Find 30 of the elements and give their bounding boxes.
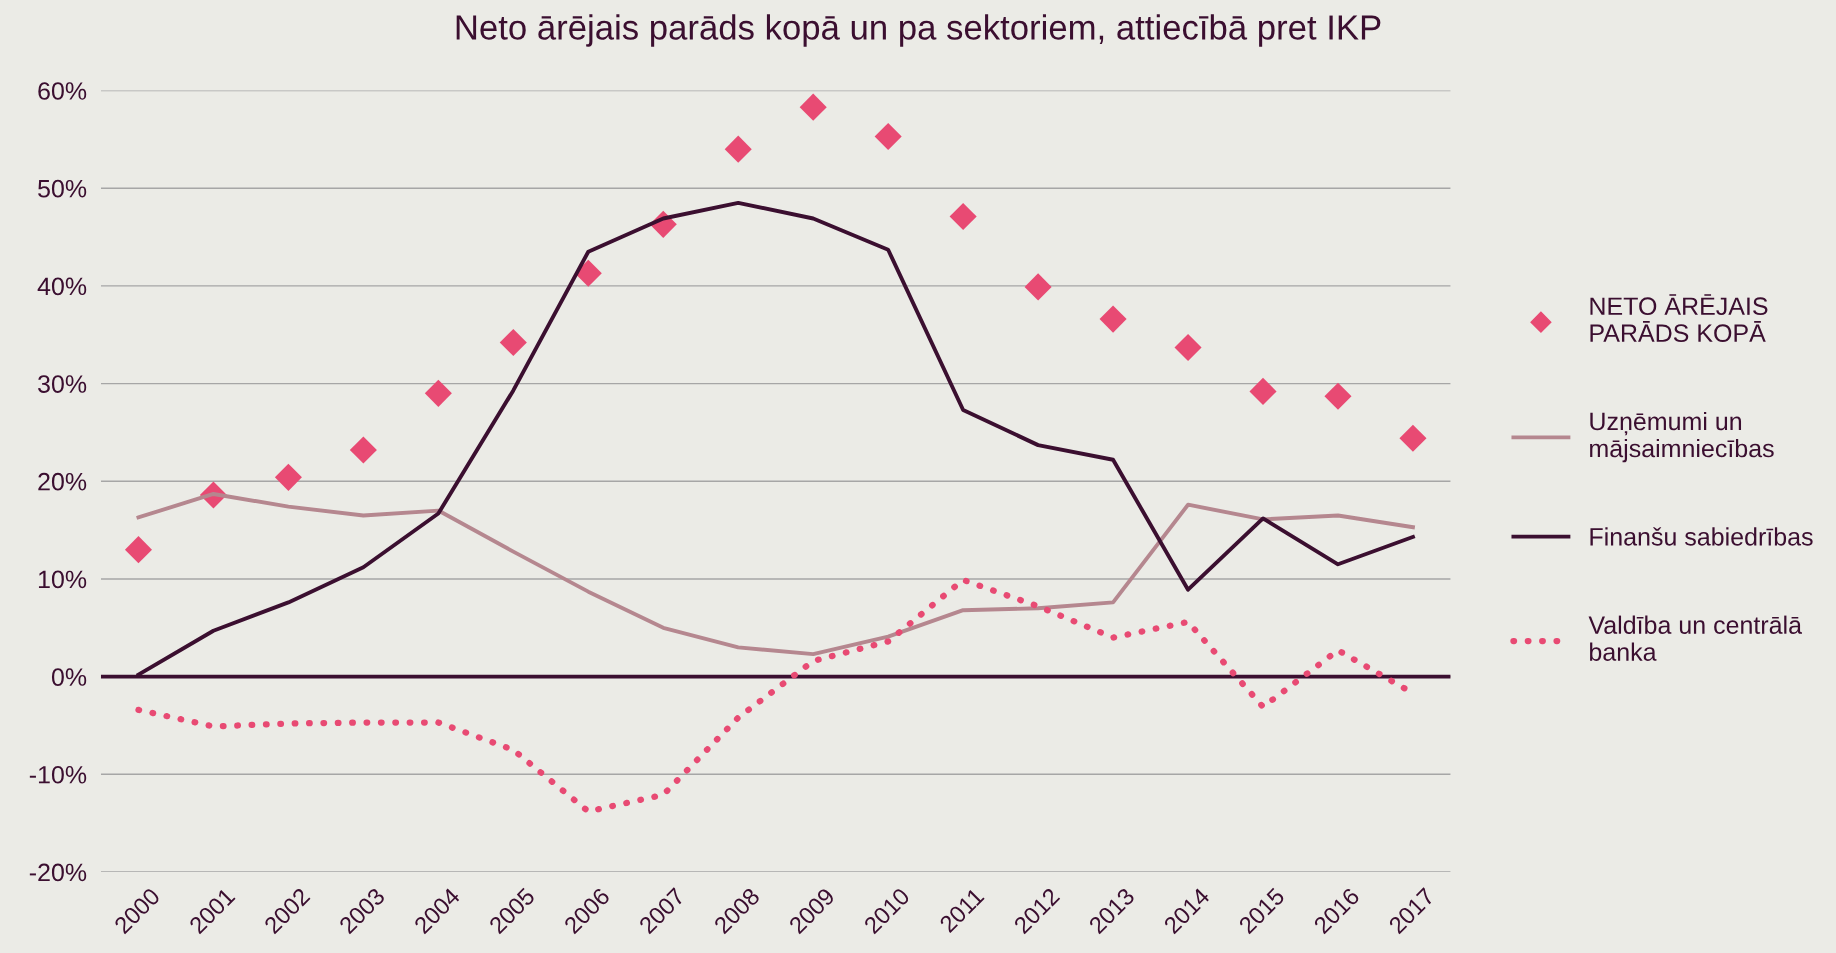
line-series <box>136 492 1415 657</box>
y-tick-label: 60% <box>38 82 87 100</box>
y-tick-label: 50% <box>38 179 87 198</box>
legend-label: Finanšu sabiedrības <box>1590 527 1813 546</box>
y-tick-label: 0% <box>51 668 87 686</box>
legend-label: Valdība un centrālā banka <box>1588 615 1803 661</box>
point <box>1399 424 1427 452</box>
y-tick-label: -10% <box>29 765 87 784</box>
point <box>274 463 302 491</box>
point <box>1174 333 1202 361</box>
point <box>424 379 452 407</box>
point <box>499 329 527 357</box>
point <box>124 536 152 564</box>
point <box>724 135 752 163</box>
point <box>1324 382 1352 410</box>
point <box>349 436 377 464</box>
y-tick-label: 20% <box>38 472 87 491</box>
point <box>1024 273 1052 301</box>
y-tick-label: 10% <box>38 570 87 589</box>
point <box>1099 305 1127 333</box>
legend-label: Uzņēmumi un mājsaimniecības <box>1590 411 1774 463</box>
y-tick-label: 40% <box>37 277 87 296</box>
chart-title: Neto ārējais parāds kopā un pa sektoriem, attiecībā pret IKP <box>456 14 1381 47</box>
legend-label: NETO ĀRĒJAIS PARĀDS KOPĀ <box>1590 294 1768 342</box>
point <box>1249 377 1277 405</box>
y-tick-label: -20% <box>29 863 87 882</box>
point <box>799 93 827 121</box>
point <box>874 122 902 150</box>
point <box>949 203 977 231</box>
y-tick-label: 30% <box>38 375 87 393</box>
